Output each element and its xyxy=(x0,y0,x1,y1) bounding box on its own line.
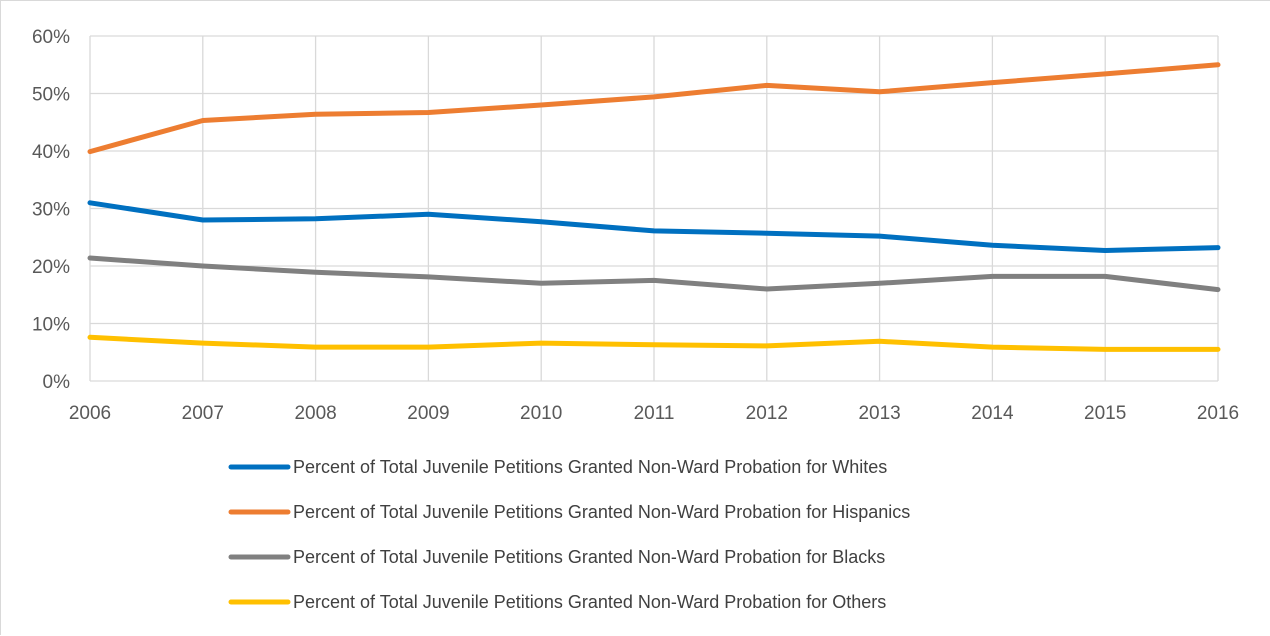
y-tick-label: 30% xyxy=(32,200,70,221)
y-tick-label: 50% xyxy=(32,85,70,106)
x-tick-label: 2011 xyxy=(634,403,675,424)
y-tick-label: 40% xyxy=(32,142,70,163)
legend-label: Percent of Total Juvenile Petitions Gran… xyxy=(293,502,910,522)
legend-label: Percent of Total Juvenile Petitions Gran… xyxy=(293,547,885,567)
series-line xyxy=(87,255,1221,293)
y-tick-label: 60% xyxy=(32,27,70,48)
y-tick-label: 20% xyxy=(32,257,70,278)
x-tick-label: 2012 xyxy=(746,403,788,424)
series-line xyxy=(87,200,1221,253)
legend-label: Percent of Total Juvenile Petitions Gran… xyxy=(293,457,887,477)
gridlines xyxy=(89,35,1219,382)
series-line xyxy=(87,334,1221,352)
x-tick-label: 2006 xyxy=(69,403,111,424)
axes: 0% 10% 20% 30% 40% 50% 60% 2006 2007 2008 2009 2010… xyxy=(32,27,1239,424)
y-tick-label: 10% xyxy=(32,315,70,336)
series-lines xyxy=(87,62,1221,352)
x-tick-label: 2013 xyxy=(858,403,900,424)
x-tick-label: 2015 xyxy=(1084,403,1126,424)
x-tick-label: 2014 xyxy=(971,403,1014,424)
legend: Percent of Total Juvenile Petitions Gran… xyxy=(228,457,910,612)
series-line xyxy=(87,62,1221,155)
x-tick-label: 2008 xyxy=(294,403,336,424)
x-tick-label: 2016 xyxy=(1197,403,1239,424)
legend-label: Percent of Total Juvenile Petitions Gran… xyxy=(293,592,886,612)
y-tick-label: 0% xyxy=(43,372,71,393)
x-tick-label: 2009 xyxy=(407,403,449,424)
x-tick-label: 2010 xyxy=(520,403,562,424)
x-tick-label: 2007 xyxy=(182,403,224,424)
